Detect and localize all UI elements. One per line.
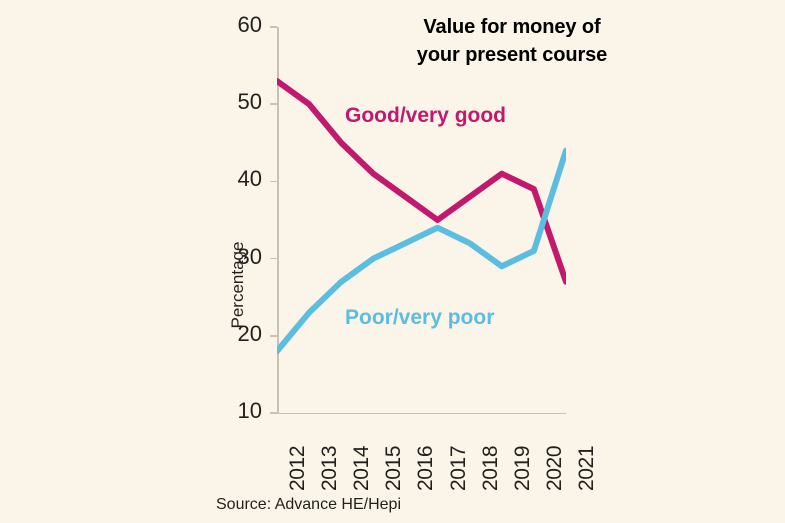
series-line-good-very-good [277,78,566,285]
y-axis-tick-label: 10 [237,398,262,423]
series-svg [277,78,566,355]
y-axis-tick [270,180,277,183]
x-axis-tick-label: 2015 [382,445,406,491]
x-axis-tick-label: 2018 [478,445,502,491]
y-axis-tick-label: 50 [237,89,262,115]
y-axis-tick-label: 30 [237,243,262,269]
x-axis-tick-label: 2013 [318,445,342,491]
chart-title-line-2: your present course [416,43,608,66]
y-axis-tick [270,257,277,260]
x-axis-tick-label: 2016 [414,445,438,491]
y-axis-line [277,27,279,414]
series-line-poor-very-poor [277,147,566,355]
chart-title-line-1: Value for money of [423,16,601,38]
x-axis-tick-label: 2020 [542,445,566,491]
y-axis-tick-labels: 10 20 30 40 50 60 [216,0,262,523]
y-axis-tick-label: 40 [237,166,262,192]
plot-area [277,27,566,413]
y-axis-tick-label: 60 [237,12,262,37]
x-axis-tick-label: 2012 [286,445,309,491]
x-axis-tick-labels: 2012 2013 2014 2015 2016 2017 2018 2019 2020 2021 [277,413,598,503]
series-label-poor-very-poor: Poor/very poor [345,306,495,329]
y-axis-tick [270,412,277,414]
source-note: Source: Advance HE/Hepi [216,496,401,513]
y-axis-tick [270,26,277,28]
x-axis-tick-label: 2021 [575,445,598,491]
y-axis-tick [270,335,277,337]
x-axis-tick-label: 2014 [350,445,374,491]
y-axis-tick-label: 20 [237,320,262,346]
chart-title: Value for money of your present course [372,14,652,69]
series-label-good-very-good: Good/very good [345,104,507,127]
y-axis-tick [270,103,277,105]
x-axis-tick-label: 2019 [510,445,534,491]
x-axis-tick-label: 2017 [446,445,470,491]
x-axis-line [277,412,566,414]
